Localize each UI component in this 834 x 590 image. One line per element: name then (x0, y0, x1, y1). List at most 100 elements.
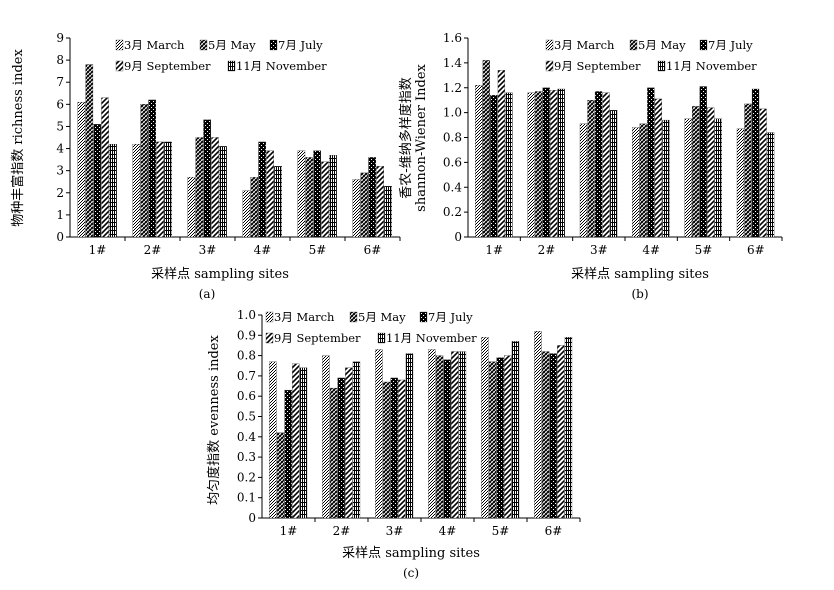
x-tick-label: 4# (642, 243, 660, 257)
x-tick-label: 5# (309, 243, 327, 257)
bar (329, 387, 338, 519)
bar (707, 107, 715, 238)
bar (428, 349, 436, 519)
bar (375, 349, 383, 519)
x-tick-label: 2# (538, 243, 556, 257)
y-tick-label: 0.7 (237, 369, 256, 383)
bar (557, 345, 565, 519)
x-tick-label: 2# (333, 524, 351, 538)
legend-label: 11月 November (386, 331, 477, 345)
y-tick-label: 0.6 (443, 155, 462, 169)
legend-label: 3月 March (554, 38, 615, 52)
y-axis-title: 香农-维纳多样度指数 (398, 77, 414, 198)
bar (299, 367, 308, 519)
x-tick-label: 3# (386, 524, 404, 538)
x-tick-label: 6# (747, 243, 765, 257)
bar (164, 141, 172, 238)
y-tick-label: 1.4 (443, 56, 462, 70)
y-tick-label: 0.3 (237, 450, 256, 464)
bar (684, 118, 692, 238)
legend-label: 7月 July (708, 38, 753, 52)
y-tick-label: 5 (56, 119, 64, 133)
bar (549, 353, 557, 519)
bar (550, 90, 558, 238)
bar (219, 146, 227, 238)
bar (274, 166, 282, 238)
bar (93, 124, 102, 238)
y-tick-label: 1.0 (237, 308, 256, 322)
legend-swatch (115, 60, 124, 72)
y-tick-label: 0.5 (237, 410, 256, 424)
y-tick-label: 0.2 (237, 470, 256, 484)
bar (101, 97, 109, 238)
y-tick-label: 1.0 (443, 106, 462, 120)
x-tick-label: 4# (254, 243, 272, 257)
bar (305, 157, 314, 238)
x-axis-title: 采样点 sampling sites (342, 546, 480, 561)
bar (77, 101, 86, 238)
legend-label: 7月 July (278, 38, 323, 52)
x-tick-label: 5# (492, 524, 510, 538)
x-tick-label: 5# (695, 243, 713, 257)
y-tick-label: 6 (56, 97, 64, 111)
panel-label: (b) (631, 287, 648, 301)
legend-swatch (699, 39, 708, 51)
bar (488, 361, 497, 519)
bar (284, 389, 292, 519)
bar (609, 109, 618, 238)
y-tick-label: 0.6 (237, 389, 256, 403)
bar (541, 351, 550, 519)
bar (195, 137, 204, 238)
y-axis-title: 物种丰富指数 richness index (10, 49, 26, 227)
y-tick-label: 0.1 (237, 491, 256, 505)
x-tick-label: 3# (590, 243, 608, 257)
bar (557, 88, 565, 238)
bar (321, 161, 329, 238)
bar (475, 85, 483, 238)
bar (714, 118, 722, 238)
bar (187, 177, 196, 238)
bar (490, 95, 498, 238)
bar (276, 432, 285, 519)
y-tick-label: 1.2 (443, 81, 462, 95)
bar (435, 355, 444, 519)
y-tick-label: 0.2 (443, 205, 462, 219)
bar (504, 355, 512, 519)
bar (751, 88, 760, 238)
legend-label: 3月 March (274, 310, 335, 324)
y-tick-label: 1 (56, 208, 64, 222)
bar (329, 155, 337, 238)
bar (639, 123, 647, 238)
bar (297, 150, 306, 238)
bar (405, 353, 414, 519)
bar (203, 119, 212, 238)
y-tick-label: 1.6 (443, 31, 462, 45)
bar (662, 119, 670, 238)
y-tick-label: 9 (56, 31, 64, 45)
bar (458, 351, 467, 519)
bar (384, 185, 392, 238)
bar (382, 381, 391, 519)
bar (481, 337, 489, 519)
bar (140, 104, 149, 238)
x-tick-label: 4# (439, 524, 457, 538)
bar (269, 361, 277, 519)
legend-swatch (657, 60, 666, 72)
y-tick-label: 0 (454, 230, 462, 244)
y-tick-label: 7 (56, 75, 64, 89)
bar (699, 86, 707, 238)
bar (322, 355, 330, 519)
x-axis-title: 采样点 sampling sites (151, 267, 289, 282)
bar (632, 127, 640, 238)
bar (345, 367, 353, 519)
bar (292, 363, 300, 519)
bar (258, 141, 267, 238)
legend-swatch (265, 332, 274, 344)
legend-swatch (377, 332, 386, 344)
bar (647, 87, 655, 238)
legend-swatch (199, 39, 208, 51)
y-tick-label: 3 (56, 164, 64, 178)
y-tick-label: 4 (56, 142, 64, 156)
y-axis-title-en: shannon-Wiener Index (414, 63, 429, 211)
